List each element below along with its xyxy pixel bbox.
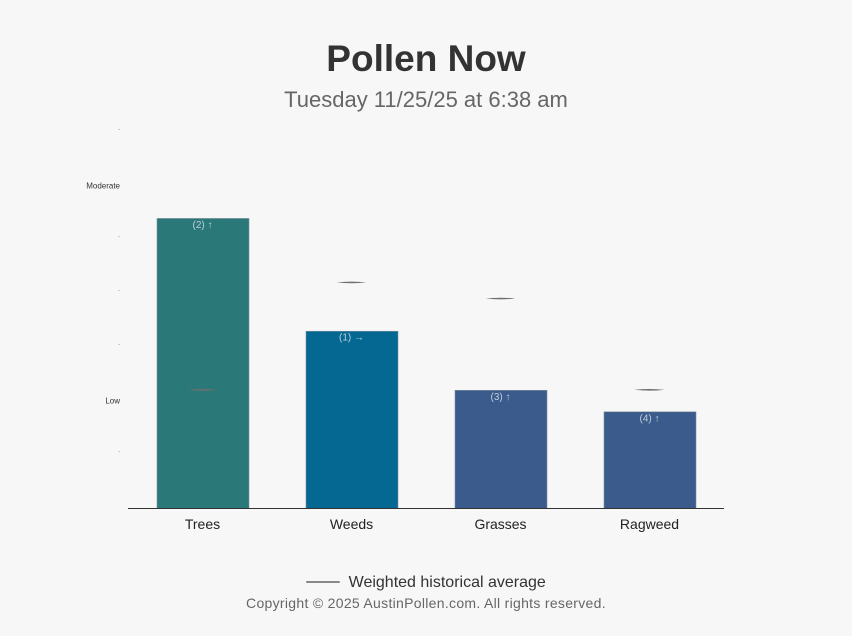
y-axis: - Low - - - Moderate -: [86, 127, 120, 455]
bar-trees: [156, 218, 250, 509]
historical-average-marker: [634, 389, 665, 391]
x-tick-label: Weeds: [330, 516, 373, 532]
y-tick-label: Moderate: [86, 182, 120, 191]
y-tick-label: -: [118, 449, 120, 455]
bar-grasses: [454, 390, 548, 509]
y-tick-label: -: [118, 127, 120, 133]
copyright-text: Copyright © 2025 AustinPollen.com. All r…: [246, 595, 606, 611]
bar-data-label: (1) →: [339, 333, 364, 344]
x-tick-label: Trees: [185, 516, 220, 532]
legend: Weighted historical average: [0, 574, 852, 592]
historical-average-marker: [485, 297, 516, 300]
bar-data-label: (2) ↑: [193, 220, 213, 231]
historical-average-marker: [336, 281, 367, 284]
y-tick-label: -: [118, 288, 120, 294]
bar-data-label: (4) ↑: [640, 413, 660, 424]
historical-average-marker: [187, 389, 218, 391]
bar-ragweed: [603, 411, 697, 509]
x-tick-label: Grasses: [474, 516, 526, 532]
bar-group: (2) ↑ (1) → (3) ↑ (4) ↑: [156, 218, 697, 509]
x-tick-label: Ragweed: [620, 516, 679, 532]
legend-historical-line-icon: [306, 580, 341, 583]
y-tick-label: -: [118, 342, 120, 348]
legend-label: Weighted historical average: [348, 574, 546, 591]
chart-title: Pollen Now: [326, 38, 526, 79]
y-tick-label: -: [118, 234, 120, 240]
chart-subtitle: Tuesday 11/25/25 at 6:38 am: [284, 87, 568, 112]
x-axis: Trees Weeds Grasses Ragweed: [185, 516, 679, 532]
bar-data-label: (3) ↑: [491, 392, 511, 403]
pollen-bar-chart: - Low - - - Moderate - (2) ↑ (1) → (3) ↑ (4) ↑ Tr…: [86, 127, 724, 532]
bar-weeds: [305, 330, 399, 509]
y-tick-label: Low: [105, 397, 120, 406]
